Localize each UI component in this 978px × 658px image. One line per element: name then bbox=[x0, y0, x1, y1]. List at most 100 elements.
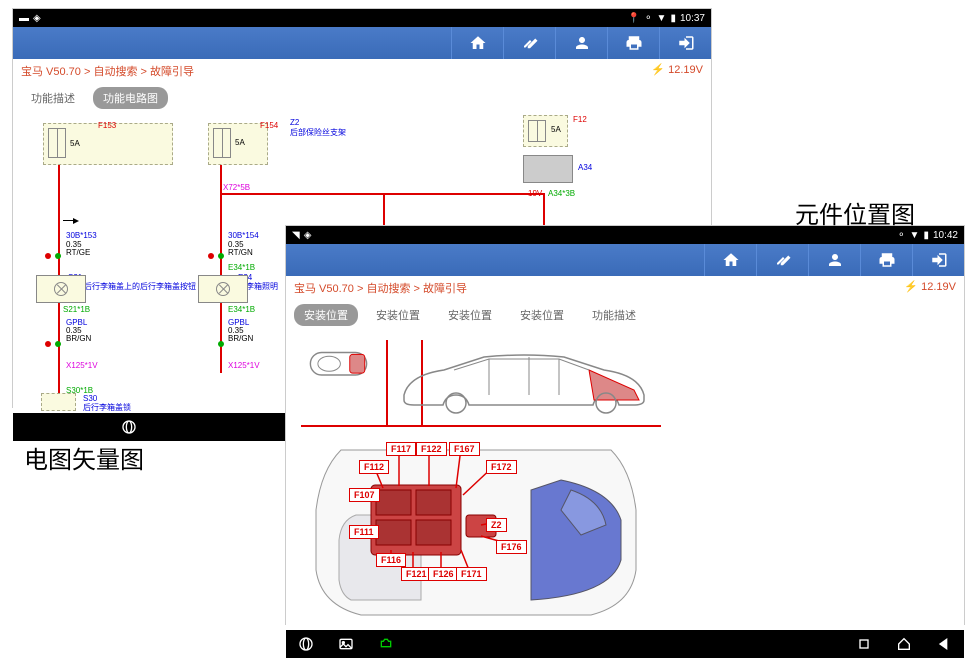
tab-description[interactable]: 功能描述 bbox=[21, 87, 85, 109]
car-top-view bbox=[301, 345, 376, 420]
navbar bbox=[286, 630, 964, 658]
tab-description[interactable]: 功能描述 bbox=[582, 304, 646, 326]
fuse-value: 5A bbox=[551, 125, 561, 134]
signal-icon: ◈ bbox=[304, 230, 312, 241]
bt-icon: ⚬ bbox=[897, 230, 905, 241]
junction-dot bbox=[55, 253, 61, 259]
wire-spec: RT/GN bbox=[228, 248, 253, 257]
exit-button[interactable] bbox=[912, 244, 964, 276]
fuse-label-f153: F153 bbox=[98, 121, 116, 130]
label-x125: X125*1V bbox=[66, 361, 98, 370]
wire-label: 30B*154 bbox=[228, 231, 259, 240]
arrow-line bbox=[63, 220, 73, 221]
user-button[interactable] bbox=[808, 244, 860, 276]
label-x72: X72*5B bbox=[223, 183, 250, 192]
tabs: 安装位置 安装位置 安装位置 安装位置 功能描述 bbox=[286, 300, 964, 330]
lamp-box bbox=[198, 275, 248, 303]
junction-dot bbox=[55, 341, 61, 347]
statusbar-time: 10:37 bbox=[680, 13, 705, 24]
title-circuit: 电图矢量图 bbox=[24, 440, 144, 475]
label-s30-desc: 后行李箱盖锁 bbox=[83, 402, 131, 413]
location-diagram[interactable]: F107F111F112F116F117F121F122F126F167F171… bbox=[286, 330, 964, 630]
location-content: F107F111F112F116F117F121F122F126F167F171… bbox=[286, 330, 964, 630]
fuse-label-f172: F172 bbox=[486, 460, 517, 474]
wire bbox=[220, 303, 222, 373]
label-z2: Z2 bbox=[290, 118, 299, 127]
fuse-label-f122: F122 bbox=[416, 442, 447, 456]
label-s21-1b: S21*1B bbox=[63, 305, 90, 314]
signal-icon: ◈ bbox=[33, 13, 41, 24]
fuse-label-f12: F12 bbox=[573, 115, 587, 124]
tabs: 功能描述 功能电路图 bbox=[13, 83, 711, 113]
label-x125: X125*1V bbox=[228, 361, 260, 370]
voltage-indicator: ⚡ 12.19V bbox=[904, 280, 956, 296]
junction-dot bbox=[45, 253, 51, 259]
fuse-label-f154: F154 bbox=[260, 121, 278, 130]
connector-a34 bbox=[523, 155, 573, 183]
junction-dot bbox=[45, 341, 51, 347]
fuse-label-f116: F116 bbox=[376, 553, 406, 567]
tools-button[interactable] bbox=[503, 27, 555, 59]
fuse-symbol bbox=[528, 120, 546, 142]
fuse-box-f154: 5A bbox=[208, 123, 268, 165]
nav-diagnostic[interactable] bbox=[366, 636, 406, 652]
nav-recent[interactable] bbox=[844, 636, 884, 652]
junction-dot bbox=[218, 253, 224, 259]
title-location: 元件位置图 bbox=[795, 195, 915, 230]
gps-icon: 📍 bbox=[628, 13, 640, 24]
lamp-box bbox=[36, 275, 86, 303]
nav-gallery[interactable] bbox=[326, 636, 366, 652]
home-button[interactable] bbox=[451, 27, 503, 59]
lamp-symbol bbox=[54, 282, 68, 296]
tab-location-1[interactable]: 安装位置 bbox=[294, 304, 358, 326]
notification-icon: ◥ bbox=[292, 230, 300, 241]
tab-circuit-diagram[interactable]: 功能电路图 bbox=[93, 87, 168, 109]
fuse-label-f121: F121 bbox=[401, 567, 432, 581]
wire bbox=[220, 193, 545, 195]
junction-dot bbox=[218, 341, 224, 347]
tab-location-3[interactable]: 安装位置 bbox=[438, 304, 502, 326]
separator bbox=[386, 340, 388, 425]
statusbar: ▬ ◈ 📍 ⚬ ▼ ▮ 10:37 bbox=[13, 9, 711, 27]
lamp-symbol bbox=[216, 282, 230, 296]
tab-location-4[interactable]: 安装位置 bbox=[510, 304, 574, 326]
user-button[interactable] bbox=[555, 27, 607, 59]
nav-back[interactable] bbox=[924, 636, 964, 652]
home-button[interactable] bbox=[704, 244, 756, 276]
notification-icon: ▬ bbox=[19, 13, 29, 24]
topbar bbox=[13, 27, 711, 59]
statusbar-time: 10:42 bbox=[933, 230, 958, 241]
arrow-icon bbox=[73, 218, 79, 224]
print-button[interactable] bbox=[860, 244, 912, 276]
fuse-label-f111: F111 bbox=[349, 525, 379, 539]
wire bbox=[58, 303, 60, 393]
fuse-label-z2: Z2 bbox=[486, 518, 507, 532]
nav-browser[interactable] bbox=[109, 419, 149, 435]
fuse-label-f167: F167 bbox=[449, 442, 480, 456]
car-side-view bbox=[394, 345, 654, 420]
battery-icon: ▮ bbox=[923, 230, 929, 241]
print-button[interactable] bbox=[607, 27, 659, 59]
nav-home[interactable] bbox=[884, 636, 924, 652]
fuse-label-f112: F112 bbox=[359, 460, 389, 474]
component-s30 bbox=[41, 393, 76, 411]
exit-button[interactable] bbox=[659, 27, 711, 59]
bt-icon: ⚬ bbox=[644, 13, 652, 24]
battery-icon: ▮ bbox=[670, 13, 676, 24]
fuse-symbol bbox=[48, 128, 66, 158]
label-z2-desc: 后部保险丝支架 bbox=[290, 127, 346, 138]
fuse-label-f107: F107 bbox=[349, 488, 380, 502]
fuse-label-f171: F171 bbox=[456, 567, 487, 581]
wire-label: 30B*153 bbox=[66, 231, 97, 240]
nav-browser[interactable] bbox=[286, 636, 326, 652]
label-s21-desc: 内部后行李箱盖上的后行李箱盖按钮 bbox=[68, 281, 196, 292]
tools-button[interactable] bbox=[756, 244, 808, 276]
label-e34-1b: E34*1B bbox=[228, 305, 255, 314]
fuse-symbol bbox=[213, 128, 231, 158]
fuse-value: 5A bbox=[235, 138, 245, 147]
wire-spec: BR/GN bbox=[66, 334, 91, 343]
fuse-label-f126: F126 bbox=[428, 567, 459, 581]
tab-location-2[interactable]: 安装位置 bbox=[366, 304, 430, 326]
wire-spec: BR/GN bbox=[228, 334, 253, 343]
breadcrumb: 宝马 V50.70 > 自动搜索 > 故障引导 bbox=[21, 63, 194, 79]
